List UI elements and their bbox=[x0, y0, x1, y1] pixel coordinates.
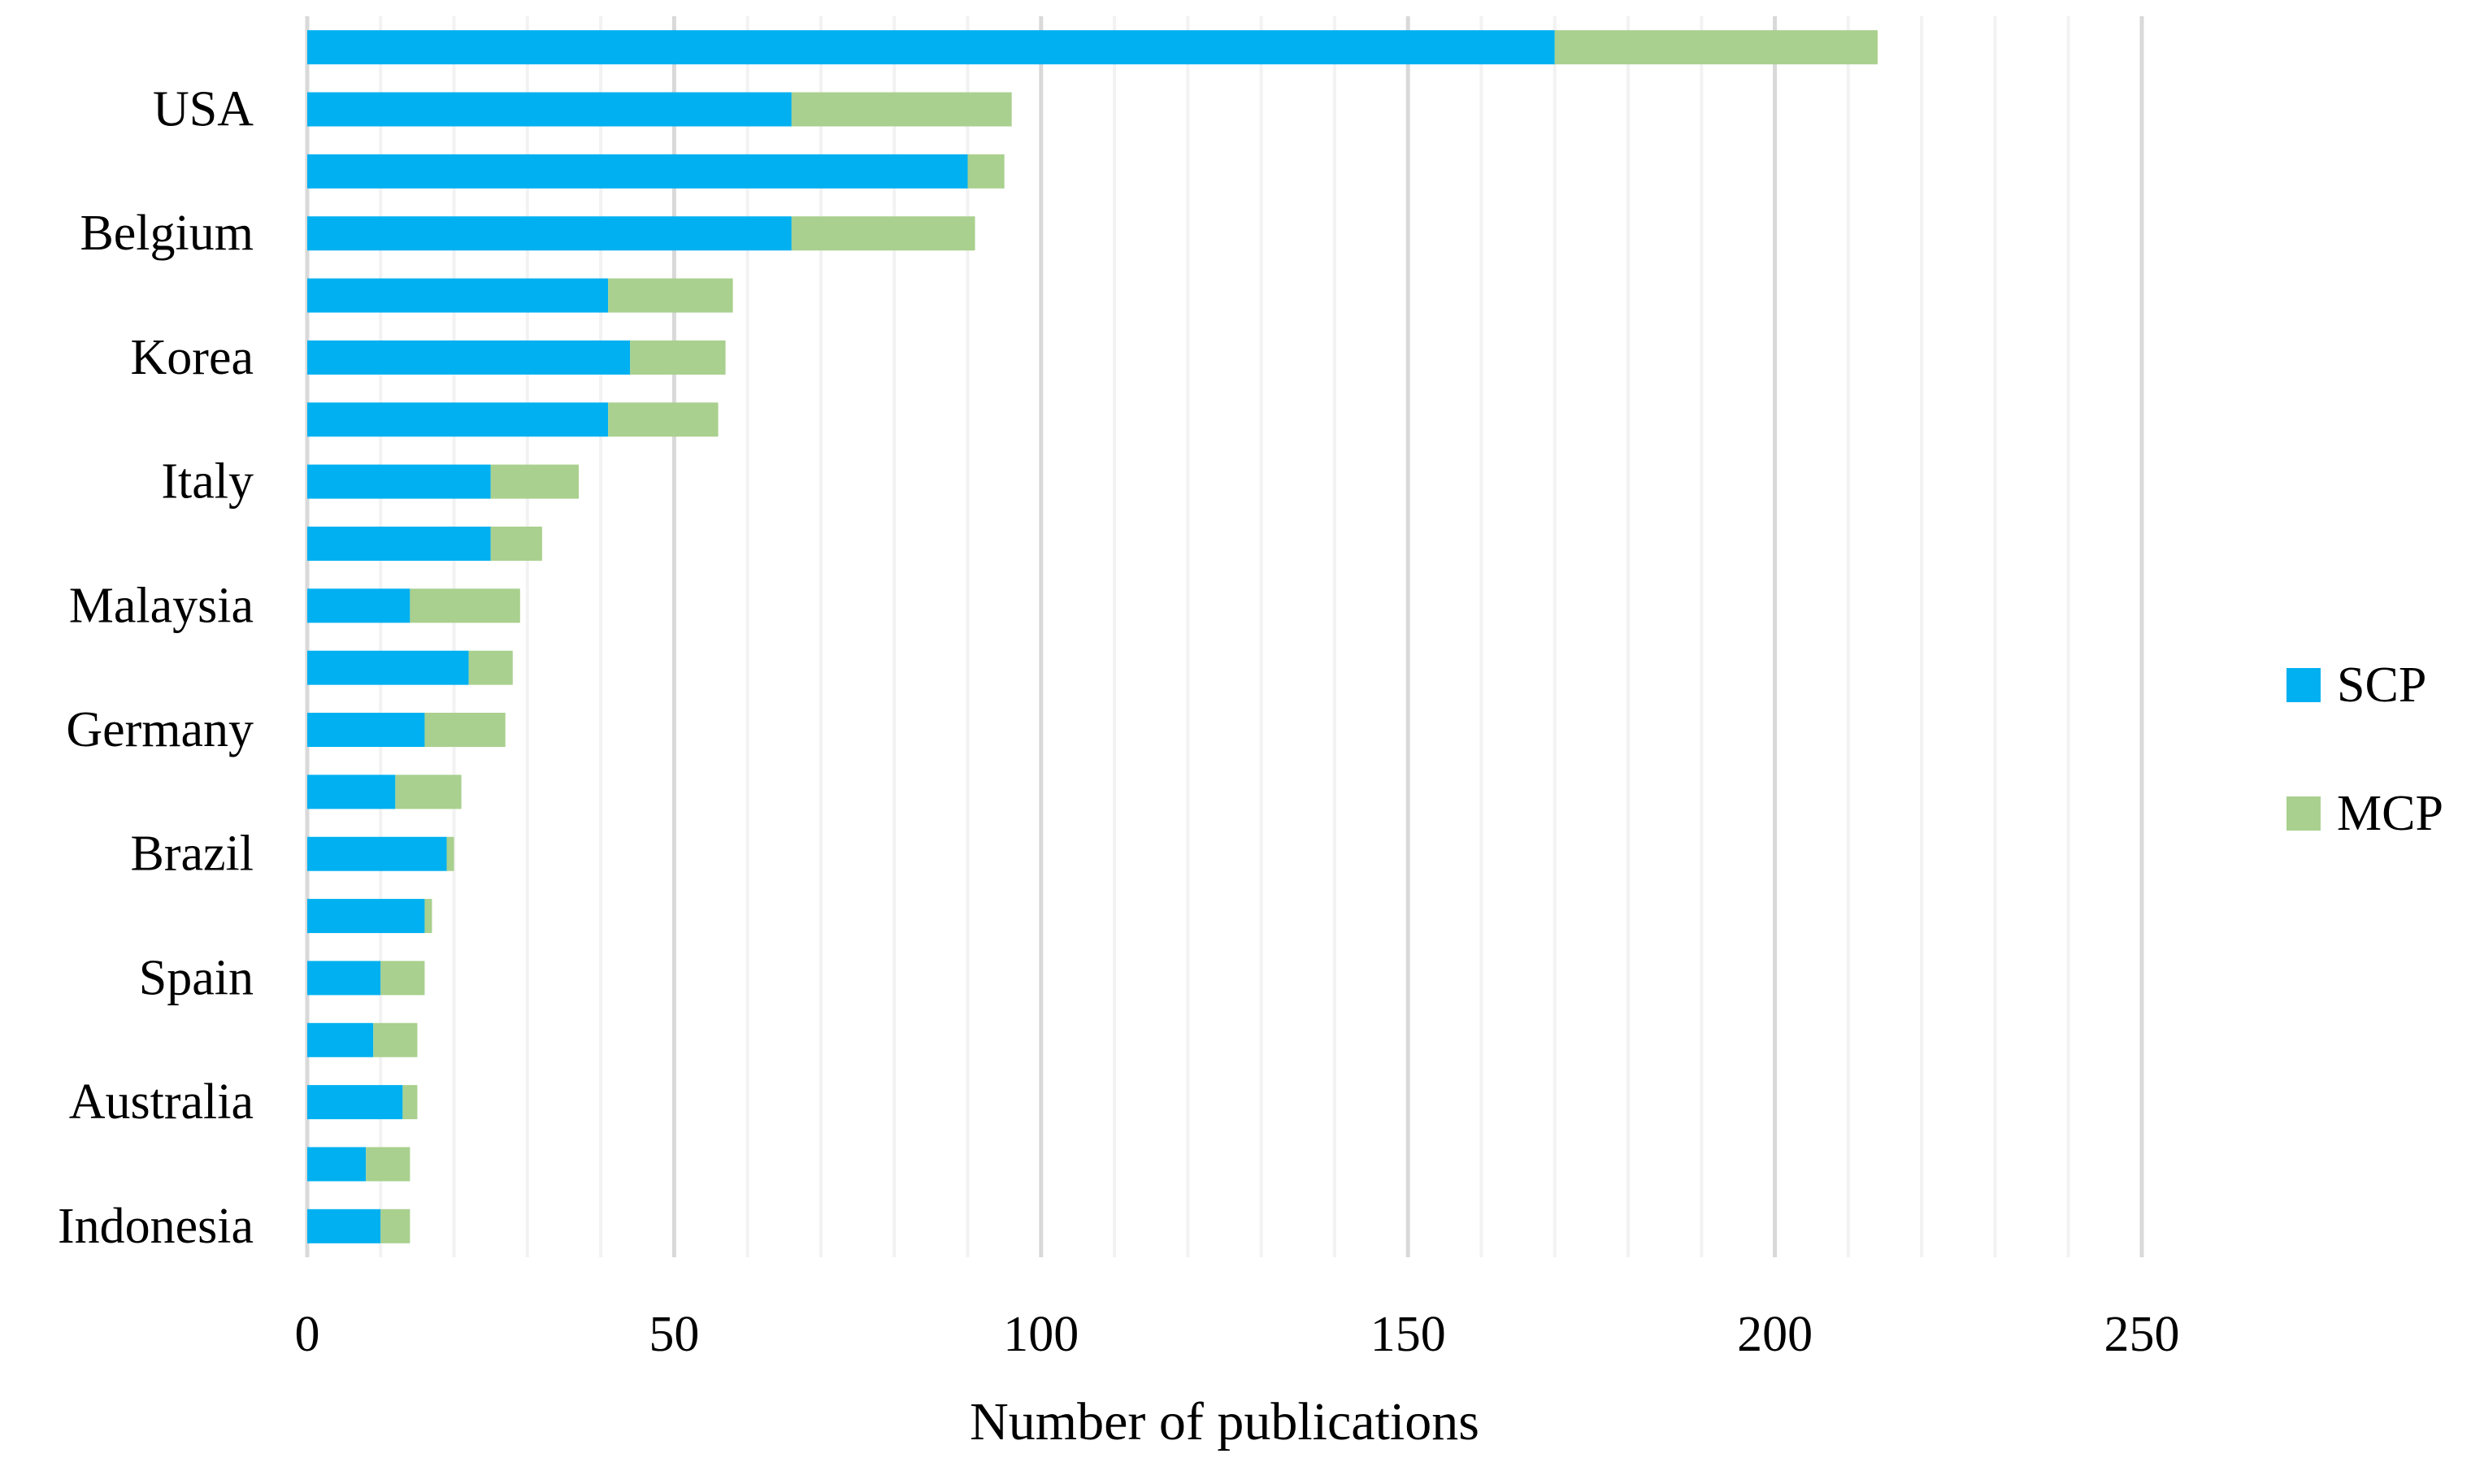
legend: SCP MCP bbox=[2286, 660, 2443, 839]
scp-color-swatch bbox=[2286, 668, 2321, 702]
x-tick-label: 100 bbox=[1003, 1307, 1079, 1362]
bar-segment-scp bbox=[307, 588, 410, 623]
bar-segment-mcp bbox=[608, 402, 719, 437]
bar-segment-scp bbox=[307, 216, 792, 251]
legend-label-scp: SCP bbox=[2337, 657, 2427, 713]
bar-segment-scp bbox=[307, 1085, 403, 1120]
bar-segment-scp bbox=[307, 713, 425, 748]
category-label: Korea bbox=[131, 330, 254, 385]
bar-segment-scp bbox=[307, 154, 968, 189]
bar-segment-mcp bbox=[380, 1208, 410, 1243]
bar-segment-scp bbox=[307, 30, 1555, 65]
bar-segment-mcp bbox=[402, 1085, 418, 1120]
bar-segment-mcp bbox=[424, 899, 432, 934]
bar-segment-scp bbox=[307, 775, 396, 809]
bar-segment-mcp bbox=[395, 775, 462, 809]
x-tick-label: 200 bbox=[1737, 1307, 1813, 1362]
mcp-color-swatch bbox=[2286, 796, 2321, 831]
bar-segment-mcp bbox=[490, 464, 580, 499]
bar-segment-mcp bbox=[630, 340, 726, 375]
x-tick-label: 250 bbox=[2104, 1307, 2180, 1362]
bar-segment-scp bbox=[307, 92, 792, 127]
bar-segment-mcp bbox=[410, 588, 520, 623]
category-label: Italy bbox=[161, 454, 254, 510]
bar-segment-mcp bbox=[446, 836, 454, 871]
bar-segment-mcp bbox=[424, 713, 506, 748]
category-label: USA bbox=[153, 82, 254, 137]
bar-segment-scp bbox=[307, 278, 609, 313]
bar-segment-scp bbox=[307, 1147, 367, 1182]
bar-segment-mcp bbox=[1554, 30, 1878, 65]
legend-label-mcp: MCP bbox=[2337, 786, 2443, 841]
bar-segment-scp bbox=[307, 650, 469, 685]
bar-segment-mcp bbox=[791, 216, 975, 251]
legend-item-scp: SCP bbox=[2286, 660, 2443, 710]
category-label: Malaysia bbox=[69, 578, 254, 633]
bar-segment-scp bbox=[307, 1208, 381, 1243]
legend-item-mcp: MCP bbox=[2286, 788, 2443, 839]
bar-segment-mcp bbox=[380, 961, 425, 996]
bar-segment-mcp bbox=[468, 650, 513, 685]
category-label: Brazil bbox=[131, 827, 254, 882]
category-label: Indonesia bbox=[58, 1199, 254, 1254]
bar-segment-scp bbox=[307, 340, 631, 375]
bar-segment-mcp bbox=[373, 1022, 418, 1057]
bar-segment-scp bbox=[307, 402, 609, 437]
category-label: Belgium bbox=[80, 206, 254, 261]
bar-segment-scp bbox=[307, 899, 425, 934]
bar-segment-mcp bbox=[366, 1147, 410, 1182]
category-label: Spain bbox=[139, 950, 254, 1005]
category-label: Australia bbox=[69, 1074, 254, 1130]
category-label: Germany bbox=[66, 702, 254, 757]
bar-segment-mcp bbox=[608, 278, 733, 313]
bar-segment-scp bbox=[307, 526, 491, 561]
x-tick-label: 0 bbox=[295, 1307, 320, 1362]
bar-segment-scp bbox=[307, 464, 491, 499]
x-tick-label: 150 bbox=[1370, 1307, 1446, 1362]
bar-segment-scp bbox=[307, 961, 381, 996]
x-axis-title: Number of publications bbox=[970, 1392, 1479, 1451]
bar-segment-scp bbox=[307, 1022, 374, 1057]
bar-segment-mcp bbox=[967, 154, 1005, 189]
bar-segment-mcp bbox=[490, 526, 542, 561]
x-tick-label: 50 bbox=[649, 1307, 699, 1362]
bar-segment-mcp bbox=[791, 92, 1012, 127]
bar-segment-scp bbox=[307, 836, 447, 871]
